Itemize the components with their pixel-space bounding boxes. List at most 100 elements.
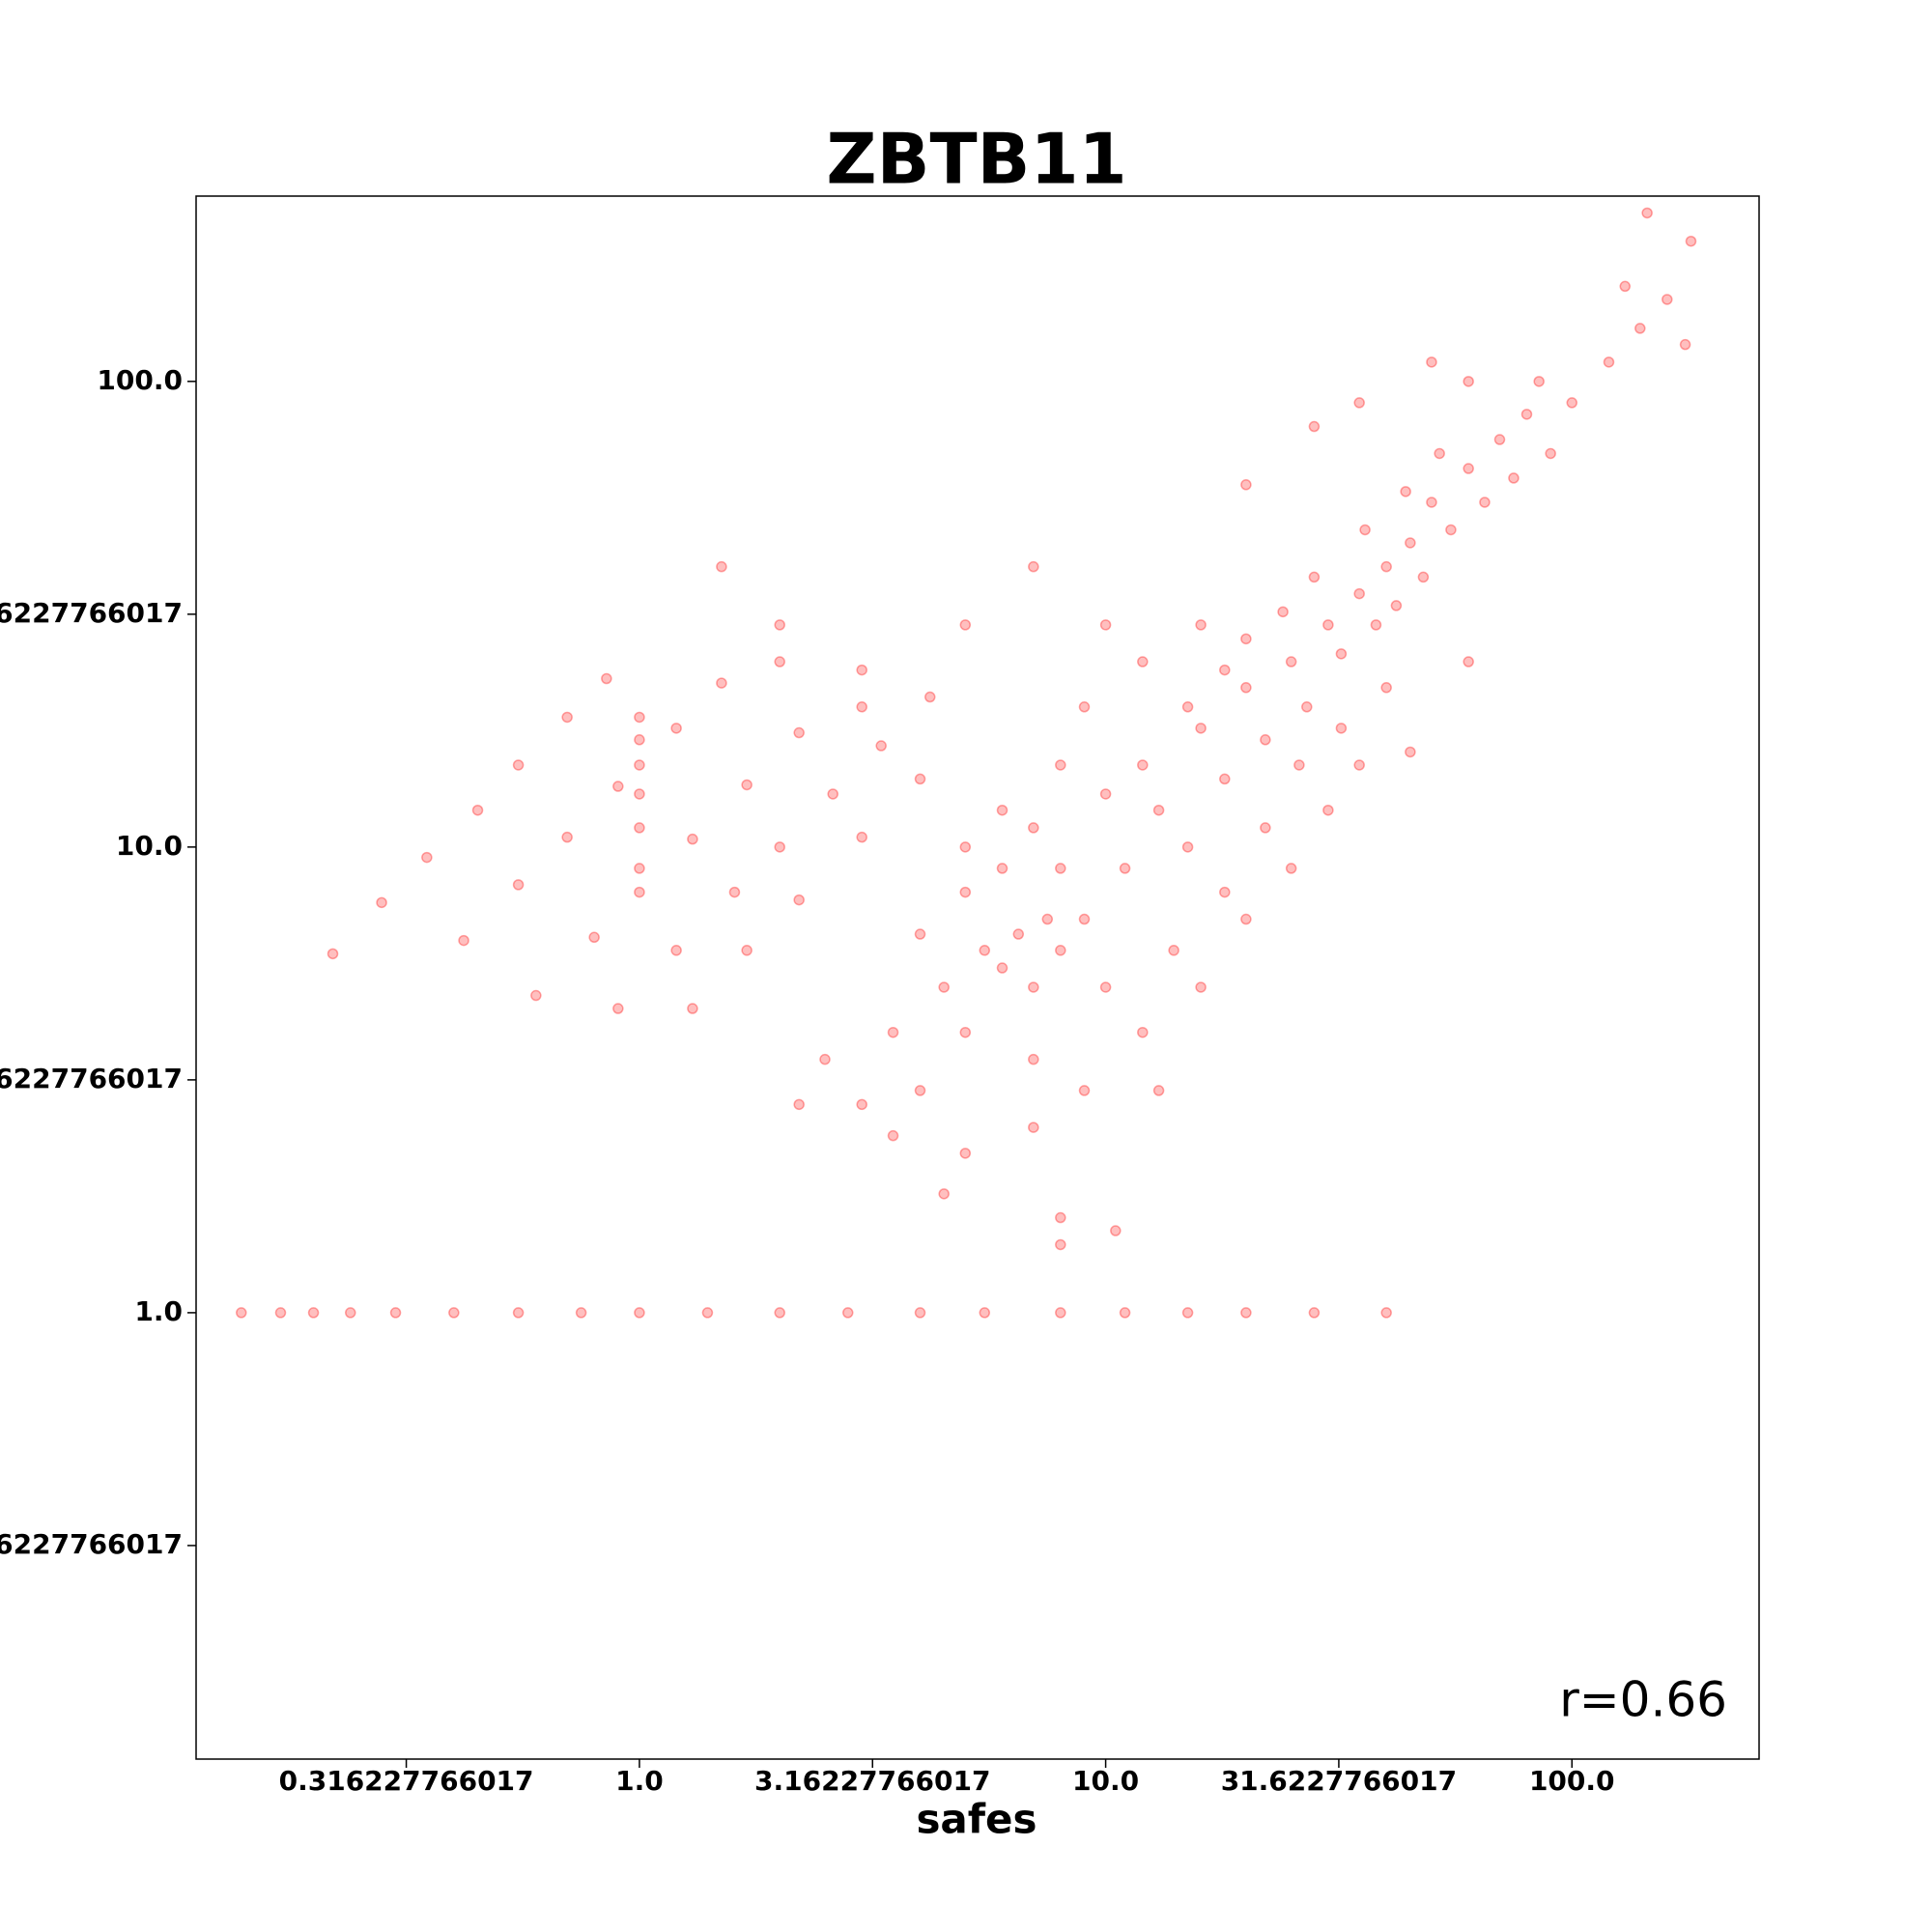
point — [634, 788, 645, 800]
point — [1445, 524, 1457, 536]
point — [376, 896, 387, 909]
point — [701, 1307, 714, 1319]
point — [1380, 1307, 1392, 1319]
point — [1137, 1026, 1149, 1038]
point — [1028, 560, 1039, 573]
point — [1119, 863, 1131, 874]
point — [1434, 447, 1445, 460]
point — [1195, 723, 1207, 734]
point — [914, 1307, 926, 1319]
point — [1641, 207, 1653, 219]
point — [1119, 1307, 1131, 1319]
point — [1619, 280, 1632, 293]
point — [959, 1026, 972, 1038]
point — [1260, 734, 1271, 746]
point — [1240, 1307, 1252, 1319]
point — [774, 619, 785, 631]
point — [1240, 479, 1252, 491]
x-tick-label: 31.6227766017 — [1221, 1765, 1457, 1797]
point — [856, 701, 867, 713]
point — [670, 945, 682, 956]
point — [1055, 945, 1066, 956]
point — [1277, 606, 1289, 618]
point — [1662, 294, 1673, 305]
point — [512, 879, 525, 891]
point — [1533, 376, 1545, 387]
point — [774, 841, 785, 853]
point — [938, 981, 950, 993]
point — [1353, 587, 1365, 600]
point — [841, 1307, 854, 1319]
point — [634, 711, 645, 724]
point — [793, 894, 805, 906]
point — [1353, 759, 1365, 771]
point — [1463, 656, 1474, 668]
point — [959, 619, 972, 631]
point — [887, 1129, 899, 1142]
point — [996, 804, 1009, 816]
x-axis-label: safes — [916, 1796, 1037, 1843]
point — [1335, 648, 1348, 660]
point — [1041, 913, 1054, 925]
point — [741, 779, 753, 791]
point — [1110, 1225, 1122, 1236]
point — [1390, 600, 1403, 611]
point — [1137, 656, 1149, 668]
point — [1679, 338, 1691, 351]
point — [716, 560, 727, 573]
point — [687, 1003, 698, 1014]
point — [1195, 981, 1207, 993]
point — [819, 1053, 831, 1065]
point — [471, 804, 484, 816]
point — [1380, 682, 1392, 694]
point — [274, 1307, 287, 1319]
point — [1078, 701, 1091, 713]
point — [1603, 356, 1615, 368]
point — [1634, 323, 1646, 334]
point — [1195, 619, 1207, 631]
point — [1426, 356, 1437, 368]
point — [601, 672, 612, 685]
point — [1308, 1307, 1321, 1319]
point — [856, 1098, 867, 1111]
point — [923, 691, 936, 703]
point — [561, 711, 573, 724]
point — [1285, 863, 1297, 874]
point — [612, 1003, 624, 1014]
point — [634, 822, 645, 834]
point — [612, 781, 624, 792]
point — [1463, 463, 1474, 474]
point — [1055, 1238, 1066, 1251]
point — [634, 1307, 645, 1319]
point — [1028, 981, 1039, 993]
point — [774, 1307, 785, 1319]
point — [530, 989, 542, 1002]
point — [1520, 409, 1533, 420]
point — [1508, 472, 1520, 484]
point — [914, 928, 926, 940]
y-tick-label: 3.16227766017 — [0, 1063, 183, 1094]
point — [793, 1098, 805, 1111]
point — [914, 1085, 926, 1096]
point — [327, 948, 339, 960]
point — [512, 1307, 525, 1319]
plot-frame — [195, 195, 1760, 1760]
point — [1285, 656, 1297, 668]
y-tick-label: 100.0 — [97, 364, 183, 396]
point — [236, 1307, 247, 1319]
point — [1322, 619, 1334, 631]
point — [887, 1026, 899, 1038]
y-tick-label: 1.0 — [134, 1295, 183, 1327]
point — [1493, 434, 1506, 445]
point — [774, 656, 785, 668]
point — [1078, 1085, 1091, 1096]
point — [979, 945, 991, 956]
point — [1545, 447, 1556, 460]
point — [458, 934, 469, 947]
point — [1137, 759, 1149, 771]
point — [959, 1148, 972, 1159]
point — [1099, 981, 1112, 993]
point — [938, 1188, 950, 1200]
point — [1463, 376, 1474, 387]
y-tick-label: 0.316227766017 — [0, 1528, 183, 1560]
